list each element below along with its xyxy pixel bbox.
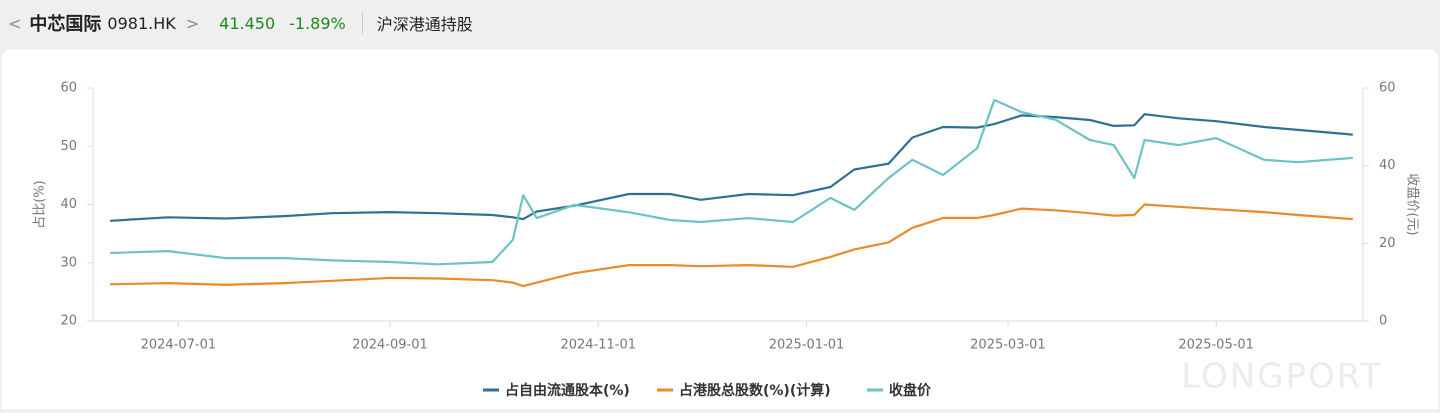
x-tick-label: 2024-07-01 [141,338,217,353]
price: 41.450 [219,13,276,33]
x-tick-label: 2024-11-01 [560,338,636,353]
legend-label: 占港股总股数(%)(计算) [679,382,831,399]
stock-code: 0981.HK [107,13,176,33]
y-axis-title: 占比(%) [33,180,48,229]
page-title: 沪深港通持股 [376,15,473,34]
y2-tick-label: 0 [1379,314,1387,329]
chart-panel: LONGPORT 20 30 40 50 60 0 20 40 60 2024-07-01 2024… [2,50,1438,409]
header: < 中芯国际 0981.HK > 41.450 -1.89% 沪深港通持股 [0,0,1440,46]
stock-name: 中芯国际 [29,14,102,35]
watermark: LONGPORT [1181,357,1382,397]
price-change: -1.89% [289,13,346,33]
x-tick-label: 2024-09-01 [352,338,428,353]
chart: LONGPORT 20 30 40 50 60 0 20 40 60 2024-07-01 2024… [33,81,1421,400]
series-line [110,98,1353,266]
detail-chevron[interactable]: > [185,13,200,33]
y2-tick-label: 20 [1379,236,1396,251]
series-line [110,113,1353,222]
series-line [110,203,1353,288]
y2-tick-label: 40 [1379,158,1396,173]
legend: 占自由流通股本(%) 占港股总股数(%)(计算) 收盘价 [483,382,932,399]
x-tick-label: 2025-03-01 [970,338,1046,353]
y-tick-label: 50 [60,139,77,154]
y-tick-label: 30 [60,255,77,270]
y-tick-label: 60 [60,81,77,96]
y2-axis-title: 收盘价(元) [1405,173,1421,235]
separator [361,12,363,34]
y2-tick-label: 60 [1379,81,1396,96]
legend-label: 占自由流通股本(%) [505,382,630,399]
y-tick-label: 40 [60,197,77,212]
x-tick-label: 2025-01-01 [769,338,845,353]
y-tick-label: 20 [60,314,77,329]
back-button[interactable]: < [8,13,22,33]
x-tick-label: 2025-05-01 [1178,338,1254,353]
legend-label: 收盘价 [889,382,932,399]
